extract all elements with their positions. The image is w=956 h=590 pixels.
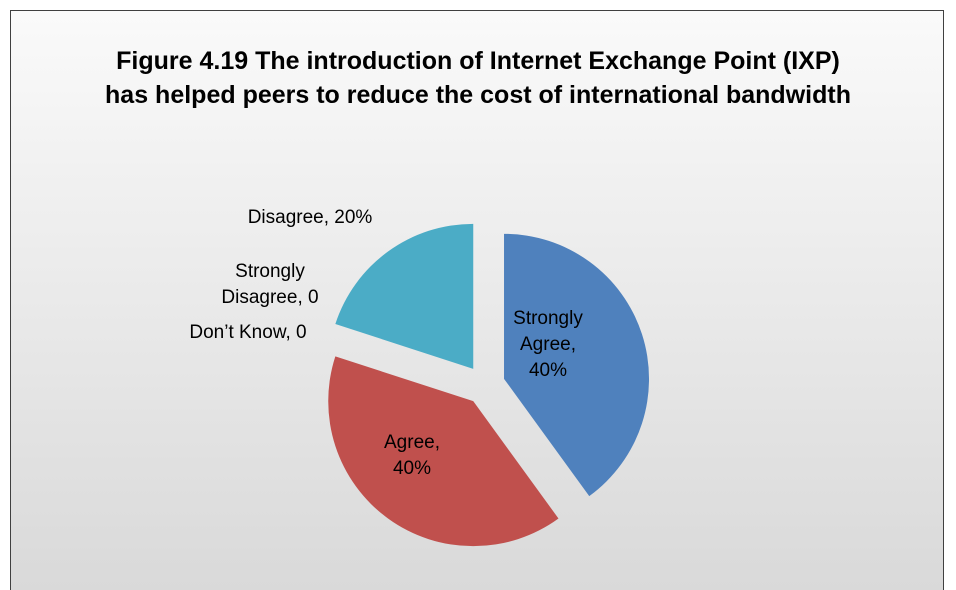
data-label: Agree, 40% — [384, 432, 440, 479]
pie-slice — [335, 223, 474, 369]
data-label: Strongly Agree, 40% — [513, 308, 583, 381]
data-label: Don’t Know, 0 — [189, 322, 307, 343]
data-label: Disagree, 20% — [247, 207, 373, 228]
pie-slice — [328, 356, 559, 547]
pie-slice — [504, 233, 650, 497]
chart-title: Figure 4.19 The introduction of Internet… — [105, 47, 851, 109]
data-label: Strongly Disagree, 0 — [221, 261, 319, 308]
